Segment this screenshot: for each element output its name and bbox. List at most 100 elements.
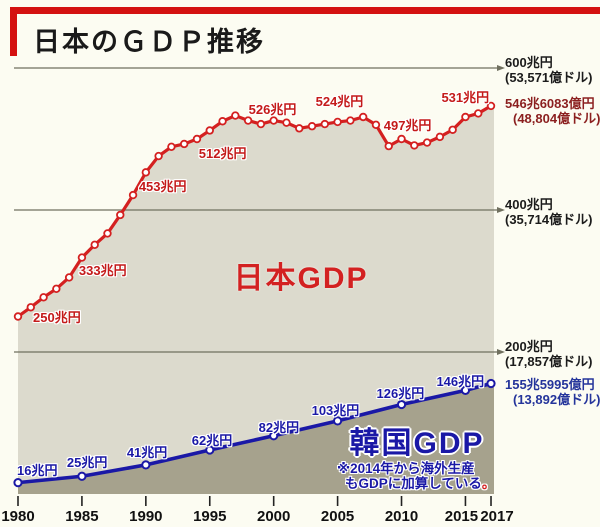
- point-label-126兆円: 126兆円: [376, 385, 425, 401]
- series-0-marker: [256, 119, 266, 129]
- right-label-sub: (17,857億ドル): [505, 354, 593, 369]
- x-tick-label-2010: 2010: [384, 508, 419, 525]
- series-0-marker: [461, 112, 470, 122]
- point-label-41兆円: 41兆円: [126, 444, 168, 460]
- series-1-area-fill: [18, 383, 494, 494]
- series-0-marker: [52, 284, 61, 294]
- series-1-marker: [205, 445, 215, 455]
- x-tick-label-1985: 1985: [65, 508, 99, 525]
- right-label-main: 546兆6083億円: [505, 96, 595, 111]
- series-0-marker: [384, 141, 393, 151]
- right-label-sub: (13,892億ドル): [513, 392, 600, 407]
- right-label-main: 200兆円: [505, 339, 553, 354]
- series-0-marker: [13, 312, 23, 321]
- series-0-marker: [307, 122, 317, 131]
- series-0-marker: [205, 126, 214, 135]
- x-tick-label-2005: 2005: [320, 508, 355, 525]
- series-0-marker: [435, 132, 445, 142]
- series-1-marker: [333, 416, 343, 426]
- japan-gdp-series-label: 日本GDP: [233, 262, 369, 295]
- point-label-16兆円: 16兆円: [17, 462, 58, 478]
- series-0-marker: [167, 142, 176, 152]
- series-0-marker: [295, 124, 304, 133]
- series-0-marker: [269, 116, 278, 125]
- right-label-main: 155兆5995億円: [505, 377, 595, 392]
- title-accent-bar-left: [10, 7, 17, 56]
- series-0-marker: [474, 109, 483, 118]
- point-label-250兆円: 250兆円: [33, 309, 81, 325]
- point-label-526兆円: 526兆円: [248, 101, 297, 117]
- x-tick-label-2017: 2017: [480, 508, 514, 525]
- series-0-marker: [448, 125, 457, 134]
- series-0-marker: [218, 117, 227, 126]
- x-tick-label-1995: 1995: [193, 508, 227, 525]
- point-label-512兆円: 512兆円: [198, 146, 247, 162]
- right-label-400兆円: 400兆円 (35,714億ドル): [505, 197, 592, 227]
- series-1-marker: [269, 431, 279, 441]
- point-label-146兆円: 146兆円: [436, 374, 485, 390]
- korea-gdp-footnote: ※2014年から海外生産 もGDPに加算している。: [337, 461, 495, 491]
- series-0-marker: [410, 141, 419, 150]
- series-1-marker: [141, 460, 151, 470]
- right-label-600兆円: 600兆円 (53,571億ドル): [505, 55, 592, 85]
- series-1-marker: [13, 478, 23, 488]
- series-0-marker: [64, 273, 74, 282]
- series-0-marker: [192, 134, 202, 144]
- point-label-25兆円: 25兆円: [66, 455, 108, 471]
- series-0-marker: [320, 119, 330, 129]
- series-0-marker: [39, 293, 48, 302]
- series-0-marker: [346, 116, 355, 125]
- point-label-531兆円: 531兆円: [441, 89, 490, 105]
- series-1-marker: [77, 471, 87, 481]
- point-label-497兆円: 497兆円: [383, 118, 432, 134]
- point-label-82兆円: 82兆円: [258, 419, 300, 435]
- x-tick-label-2015: 2015: [444, 508, 479, 525]
- gridline-400-arrow: [497, 207, 505, 213]
- series-0-marker: [333, 117, 342, 127]
- right-label-546兆6083億円: 546兆6083億円 (48,804億ドル): [505, 96, 600, 126]
- series-0-marker: [358, 112, 368, 122]
- gridline-200-arrow: [497, 349, 505, 355]
- x-tick-label-1990: 1990: [129, 508, 163, 525]
- series-1-marker: [460, 385, 471, 395]
- right-label-sub: (53,571億ドル): [505, 70, 593, 85]
- series-1-marker: [486, 378, 496, 389]
- series-0-marker: [128, 190, 138, 200]
- korea-gdp-series-label: 韓国GDP: [349, 427, 485, 460]
- series-0-marker: [397, 134, 406, 144]
- footnote-period: 。: [481, 476, 496, 491]
- series-0-marker: [26, 303, 35, 312]
- series-0-marker: [141, 168, 151, 177]
- point-label-333兆円: 333兆円: [78, 262, 127, 278]
- series-0-marker: [154, 151, 163, 161]
- series-0-marker: [282, 118, 291, 127]
- series-0-marker: [90, 240, 99, 249]
- series-0-marker: [77, 253, 87, 262]
- series-0-marker: [179, 139, 189, 149]
- page-title: 日本のＧＤＰ推移: [33, 27, 265, 57]
- x-tick-label-1980: 1980: [1, 508, 35, 525]
- series-0-marker: [231, 111, 240, 120]
- right-label-main: 400兆円: [505, 197, 553, 212]
- series-1-marker: [396, 399, 407, 410]
- point-label-103兆円: 103兆円: [311, 402, 360, 418]
- x-tick-label-2000: 2000: [256, 508, 291, 525]
- series-0-marker: [371, 120, 381, 129]
- gridline-600-arrow: [497, 65, 505, 71]
- series-0-area-fill: [18, 105, 494, 494]
- series-0-marker: [116, 210, 125, 220]
- footnote-line2: もGDPに加算している。: [345, 476, 496, 491]
- right-label-main: 600兆円: [505, 55, 553, 70]
- right-label-sub: (48,804億ドル): [513, 111, 600, 126]
- series-0-marker: [486, 101, 496, 111]
- right-label-200兆円: 200兆円 (17,857億ドル): [505, 339, 592, 369]
- right-label-sub: (35,714億ドル): [505, 212, 593, 227]
- point-label-62兆円: 62兆円: [191, 432, 233, 448]
- right-label-155兆5995億円: 155兆5995億円 (13,892億ドル): [505, 377, 600, 407]
- point-label-453兆円: 453兆円: [138, 179, 187, 195]
- series-0-marker: [103, 229, 112, 238]
- point-label-524兆円: 524兆円: [315, 93, 364, 109]
- title-accent-bar-top: [10, 7, 600, 14]
